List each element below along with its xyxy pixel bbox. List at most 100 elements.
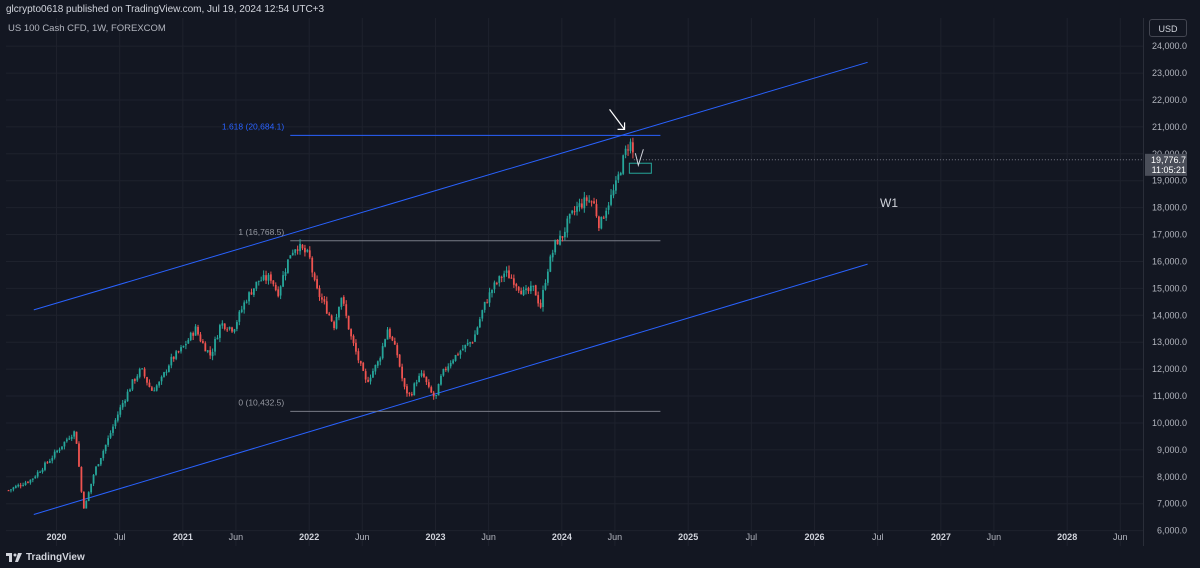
candle-body <box>325 301 328 314</box>
y-tick-label: 14,000.0 <box>1152 310 1187 320</box>
candle-body <box>48 460 51 463</box>
candle-body <box>155 385 158 391</box>
candle-body <box>270 274 272 281</box>
candle-body <box>53 451 56 458</box>
candle-body <box>260 280 263 282</box>
candle-body <box>160 376 163 382</box>
candle-body <box>427 382 430 387</box>
candle-body <box>12 487 15 490</box>
last-price-box <box>1145 153 1187 176</box>
candle-body <box>478 319 481 328</box>
candle-body <box>165 371 168 373</box>
candle-body <box>614 180 617 191</box>
candle-body <box>97 464 100 467</box>
candle-body <box>121 403 124 408</box>
candle-body <box>418 375 421 382</box>
candle-body <box>209 350 212 356</box>
candle-body <box>216 337 219 340</box>
candle-body <box>287 259 289 273</box>
candle-body <box>495 282 498 284</box>
candle-body <box>301 244 304 249</box>
candle-body <box>384 339 386 347</box>
candle-body <box>277 289 280 297</box>
candle-body <box>333 321 335 329</box>
candle-body <box>44 462 46 470</box>
candle-body <box>184 344 187 346</box>
candle-body <box>520 290 523 295</box>
candle-body <box>233 329 236 332</box>
candle-body <box>534 285 537 296</box>
candle-body <box>471 342 474 344</box>
candle-body <box>493 282 496 290</box>
candle-body <box>201 341 204 344</box>
candle-body <box>566 218 569 233</box>
y-tick-label: 22,000.0 <box>1152 95 1187 105</box>
candle-body <box>605 210 608 218</box>
candle-body <box>619 172 622 176</box>
x-tick-label: 2020 <box>47 532 67 542</box>
candle-body <box>466 343 469 345</box>
candle-body <box>294 249 297 253</box>
y-tick-label: 18,000.0 <box>1152 203 1187 213</box>
y-tick-label: 19,000.0 <box>1152 176 1187 186</box>
candle-body <box>14 486 17 488</box>
candle-body <box>85 500 88 509</box>
candle-body <box>588 200 591 202</box>
x-tick-label: 2025 <box>678 532 698 542</box>
candle-body <box>58 449 61 451</box>
candle-body <box>226 329 229 331</box>
candle-body <box>532 285 535 287</box>
candle-body <box>175 351 178 359</box>
channel-lower-line <box>33 263 868 515</box>
candle-body <box>99 458 102 465</box>
candle-body <box>522 289 525 296</box>
chart-background <box>6 18 1143 546</box>
candle-body <box>308 250 311 258</box>
candle-body <box>274 284 277 291</box>
y-tick-label: 21,000.0 <box>1152 122 1187 132</box>
candle-body <box>389 328 391 338</box>
candle-body <box>617 174 620 180</box>
candle-body <box>571 210 574 214</box>
x-tick-label: 2024 <box>552 532 572 542</box>
candle-body <box>318 288 321 298</box>
y-tick-label: 13,000.0 <box>1152 337 1187 347</box>
candle-body <box>454 354 457 361</box>
candle-body <box>231 327 233 332</box>
candle-body <box>92 474 95 484</box>
candle-body <box>172 356 175 359</box>
fib-level-label: 0 (10,432.5) <box>238 397 284 407</box>
candle-body <box>593 201 595 204</box>
candle-body <box>342 297 345 304</box>
candle-body <box>386 329 389 340</box>
candle-body <box>527 287 530 292</box>
candle-body <box>622 155 625 174</box>
candle-body <box>374 365 377 372</box>
candle-body <box>549 256 552 272</box>
candle-body <box>449 362 452 367</box>
candle-body <box>452 360 455 364</box>
x-tick-label: 2028 <box>1057 532 1077 542</box>
candle-body <box>46 462 49 464</box>
candle-body <box>153 390 156 392</box>
candle-body <box>112 426 114 433</box>
candle-body <box>381 346 384 359</box>
candle-body <box>357 351 360 361</box>
candle-body <box>177 351 180 353</box>
candle-body <box>423 373 425 377</box>
candle-body <box>376 361 379 366</box>
candle-body <box>61 446 63 450</box>
candle-body <box>248 292 250 302</box>
candle-body <box>542 289 544 308</box>
candle-body <box>102 451 105 459</box>
candle-body <box>430 387 433 393</box>
currency-button[interactable]: USD <box>1149 19 1187 37</box>
candle-body <box>180 347 182 352</box>
candle-body <box>559 235 561 245</box>
candle-body <box>214 339 216 352</box>
candle-body <box>73 431 76 437</box>
candle-body <box>554 239 557 253</box>
candle-body <box>398 354 401 367</box>
candle-body <box>578 203 581 208</box>
